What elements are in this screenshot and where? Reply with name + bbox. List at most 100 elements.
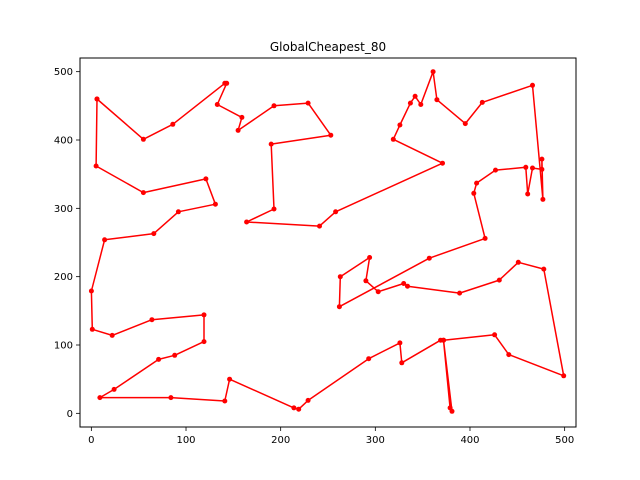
city-point (367, 255, 373, 260)
x-tick-label: 100 (176, 435, 195, 446)
y-axis: 0 100 200 300 400 500 (54, 67, 80, 420)
city-point (401, 281, 407, 286)
x-tick-label: 300 (366, 435, 385, 446)
y-tick-label: 400 (54, 136, 73, 147)
city-point (111, 386, 117, 392)
city-point (530, 165, 535, 171)
city-point (412, 93, 418, 99)
city-point (175, 209, 181, 215)
city-point (482, 235, 488, 241)
city-point (328, 132, 334, 138)
city-point (296, 406, 302, 412)
city-point (407, 100, 413, 106)
city-point (440, 160, 445, 166)
x-tick-label: 0 (88, 435, 94, 446)
y-tick-label: 500 (54, 67, 73, 78)
city-point (97, 395, 103, 401)
city-point (94, 96, 100, 102)
city-point (333, 209, 339, 215)
city-point (93, 163, 99, 169)
tour-line (90, 70, 565, 413)
city-point (561, 373, 567, 379)
city-point (479, 99, 485, 105)
x-tick-label: 500 (555, 435, 574, 446)
city-point (201, 312, 207, 318)
city-point (291, 405, 297, 411)
city-point (366, 356, 372, 362)
city-point (434, 97, 440, 103)
city-point (227, 376, 233, 382)
city-point (170, 121, 176, 127)
city-point (305, 100, 311, 106)
city-point (156, 356, 162, 362)
city-point (418, 102, 424, 107)
city-point (390, 136, 396, 142)
city-point (496, 277, 502, 283)
x-axis: 0 100 200 300 400 500 (88, 427, 574, 446)
city-point (397, 340, 403, 346)
city-point (149, 317, 155, 323)
city-point (140, 190, 146, 196)
city-point (471, 190, 477, 196)
city-point (515, 259, 521, 265)
y-tick-label: 300 (54, 204, 73, 215)
city-point (109, 332, 115, 338)
city-point (493, 167, 498, 173)
city-point (239, 114, 245, 120)
city-point (203, 176, 209, 182)
city-point (89, 326, 95, 332)
city-point (317, 223, 322, 229)
y-tick-label: 0 (67, 409, 73, 420)
chart-title: GlobalCheapest_80 (270, 40, 386, 54)
city-point (222, 80, 228, 86)
city-point (336, 304, 342, 310)
city-point (305, 397, 311, 403)
city-point (102, 237, 108, 243)
city-point (140, 136, 146, 142)
city-point (462, 121, 468, 127)
city-point (363, 278, 369, 284)
city-point (525, 191, 531, 197)
x-tick-label: 400 (460, 435, 479, 446)
city-point (530, 82, 535, 88)
city-point (88, 288, 94, 294)
city-point (523, 164, 529, 170)
city-point (506, 352, 512, 358)
x-tick-label: 200 (271, 435, 290, 446)
city-point (337, 274, 343, 280)
city-point (222, 398, 228, 404)
city-point (271, 103, 277, 109)
city-point (474, 180, 480, 186)
city-point (430, 69, 436, 75)
city-point (244, 219, 250, 225)
city-point (457, 290, 463, 296)
y-tick-label: 100 (54, 341, 73, 352)
plot-frame (79, 57, 577, 428)
city-point (375, 289, 381, 295)
city-point (214, 102, 220, 107)
city-point (540, 196, 546, 202)
city-point (212, 201, 218, 207)
city-point (405, 283, 410, 289)
city-point (541, 266, 547, 272)
city-point (492, 332, 498, 338)
city-point (539, 156, 545, 162)
city-point (235, 127, 241, 133)
city-point (271, 206, 277, 212)
city-point (397, 122, 403, 128)
city-point (268, 141, 274, 147)
plot-area: 0 100 200 300 400 500 0 100 200 300 400 500 (54, 57, 577, 446)
series-layer (88, 69, 567, 414)
city-point (539, 166, 545, 172)
city-point (201, 339, 207, 345)
city-point (172, 352, 178, 358)
city-point (426, 255, 432, 261)
city-point (168, 395, 174, 401)
y-tick-label: 200 (54, 272, 73, 283)
city-point (399, 360, 405, 366)
city-point (449, 408, 455, 414)
city-point (441, 337, 446, 343)
city-point (151, 231, 157, 237)
